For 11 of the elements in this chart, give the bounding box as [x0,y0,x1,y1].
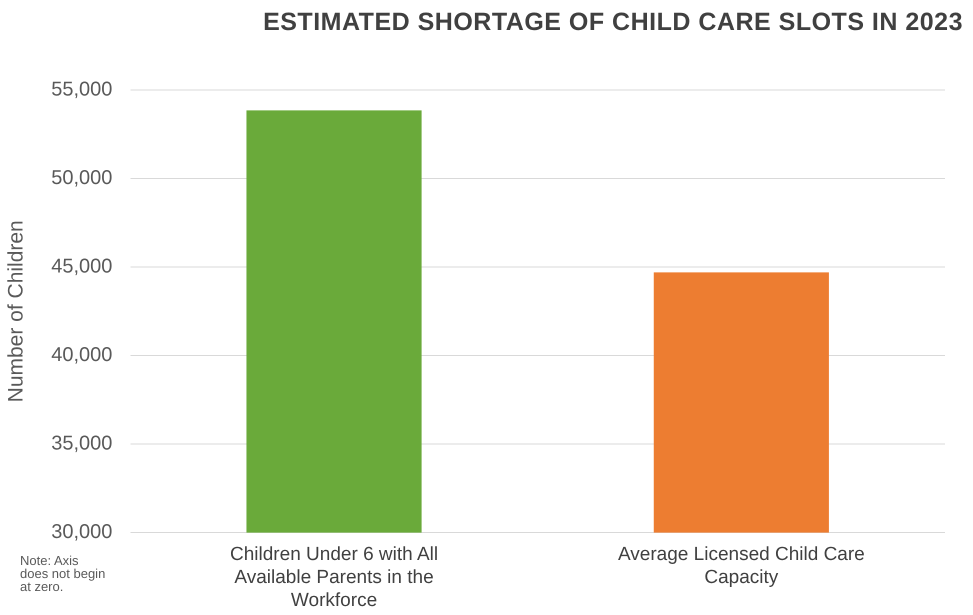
y-tick-label: 45,000 [51,256,112,278]
x-tick-label: Children Under 6 with All Available Parents in the Workforce [230,544,438,611]
y-tick-label: 55,000 [51,78,112,101]
x-tick-label: Average Licensed Child Care Capacity [618,544,865,588]
y-tick-label: 30,000 [51,521,112,544]
text: Note: Axis does not begin at zero. [20,553,106,594]
y-axis-title: Number of Children [4,220,28,402]
y-tick-label: 40,000 [51,344,112,366]
y-tick-label: 50,000 [51,167,112,190]
chart-title: ESTIMATED SHORTAGE OF CHILD CARE SLOTS IN 2023 [262,8,963,37]
y-tick-label: 35,000 [51,432,112,455]
